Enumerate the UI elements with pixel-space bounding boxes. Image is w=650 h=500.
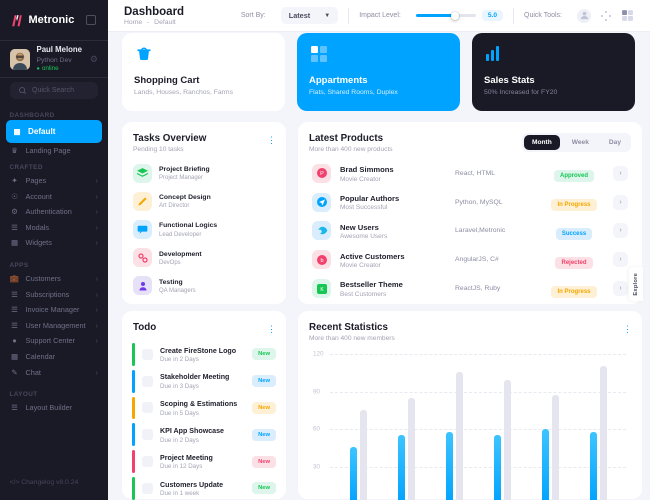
svg-text:b: b [320, 258, 323, 264]
svg-text:P: P [320, 171, 324, 177]
